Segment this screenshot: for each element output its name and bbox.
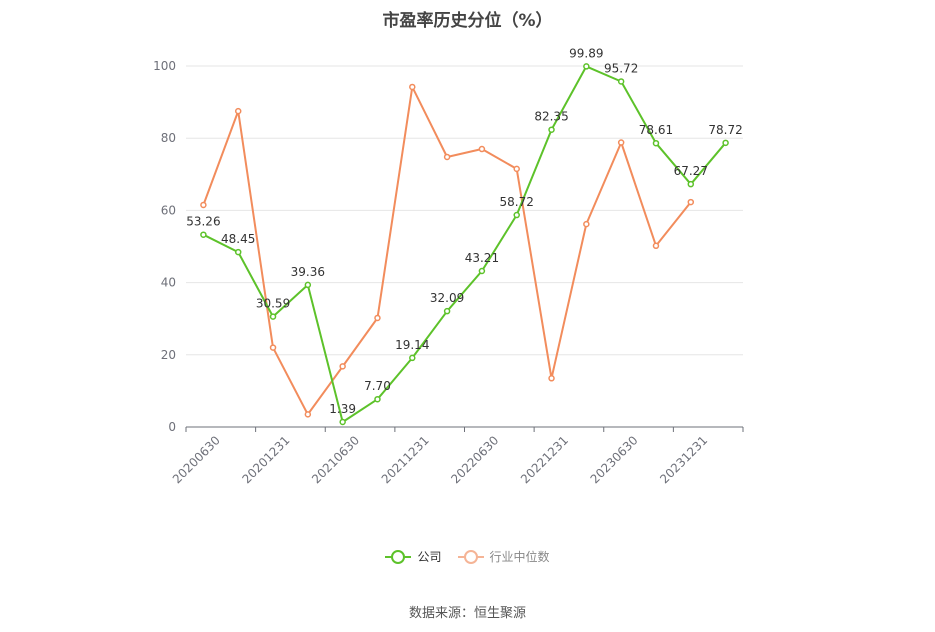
legend: 公司 行业中位数	[0, 548, 935, 565]
legend-item-industry[interactable]: 行业中位数	[457, 548, 550, 565]
line-chart: 0 20 40 60 80 100 20200630 20201231 20210630 202…	[153, 46, 744, 486]
data-point-company	[687, 180, 695, 188]
data-point-company	[409, 354, 416, 362]
data-point-industry	[478, 145, 486, 153]
legend-swatch-company-icon	[385, 549, 412, 564]
data-point-company	[269, 313, 277, 320]
data-label-company: 58.72	[500, 195, 534, 209]
data-label-company: 48.45	[221, 232, 255, 246]
legend-label-company: 公司	[417, 550, 442, 564]
data-point-industry	[409, 83, 416, 91]
data-point-company	[200, 231, 207, 238]
data-point-company	[478, 267, 486, 275]
data-point-industry	[200, 201, 207, 209]
data-label-company: 78.61	[639, 123, 673, 137]
data-point-industry	[617, 139, 625, 146]
x-tick-label: 20200630	[170, 433, 223, 486]
data-point-industry	[652, 242, 660, 250]
data-label-company: 67.27	[674, 164, 708, 178]
data-point-industry	[443, 153, 451, 161]
data-point-industry	[304, 411, 312, 418]
data-point-industry	[374, 314, 381, 322]
data-label-company: 99.89	[569, 46, 603, 60]
data-point-industry	[339, 363, 346, 370]
data-point-company	[548, 126, 555, 133]
legend-item-company[interactable]: 公司	[385, 548, 442, 565]
data-point-industry	[548, 375, 555, 382]
data-point-company	[617, 78, 625, 85]
data-point-industry	[583, 220, 590, 228]
legend-label-industry: 行业中位数	[489, 550, 550, 564]
data-point-company	[339, 418, 346, 426]
data-point-company	[583, 63, 590, 70]
series-line-industry	[202, 85, 692, 416]
x-tick-label: 20201231	[239, 433, 292, 486]
legend-swatch-industry-icon	[457, 549, 484, 564]
data-label-company: 1.39	[329, 402, 356, 416]
data-point-company	[722, 139, 729, 147]
x-tick-label: 20231231	[657, 433, 710, 486]
data-point-company	[443, 307, 451, 315]
data-point-company	[374, 395, 381, 403]
y-tick-label: 20	[161, 348, 176, 362]
data-label-company: 82.35	[534, 110, 568, 124]
data-label-company: 53.26	[186, 215, 220, 229]
x-tick-label: 20230630	[588, 433, 641, 486]
series-line-company	[202, 65, 727, 423]
data-point-company	[513, 211, 520, 219]
data-point-industry	[513, 165, 520, 173]
x-tick-label: 20220630	[448, 433, 501, 486]
y-tick-label: 100	[153, 59, 176, 73]
y-tick-label: 0	[168, 420, 176, 434]
data-point-industry	[269, 344, 277, 351]
data-label-company: 43.21	[465, 251, 499, 265]
data-label-company: 30.59	[256, 297, 290, 311]
data-source: 数据来源：恒生聚源	[408, 606, 526, 621]
x-tick-label: 20221231	[518, 433, 571, 486]
data-label-company: 32.09	[430, 291, 464, 305]
data-label-company: 7.70	[364, 379, 391, 393]
data-label-company: 39.36	[291, 265, 325, 279]
data-label-company: 78.72	[708, 123, 742, 137]
data-label-company: 19.14	[395, 338, 429, 352]
x-tick-label: 20211231	[379, 433, 432, 486]
data-point-company	[652, 139, 660, 147]
data-point-company	[234, 248, 242, 256]
data-point-industry	[687, 198, 695, 206]
chart-title: 市盈率历史分位（%）	[382, 11, 553, 31]
y-tick-label: 80	[161, 131, 176, 145]
y-tick-label: 40	[161, 276, 176, 290]
y-tick-label: 60	[161, 203, 176, 217]
data-point-company	[304, 281, 312, 289]
x-tick-label: 20210630	[309, 433, 362, 486]
data-label-company: 95.72	[604, 61, 638, 75]
data-point-industry	[234, 107, 242, 115]
